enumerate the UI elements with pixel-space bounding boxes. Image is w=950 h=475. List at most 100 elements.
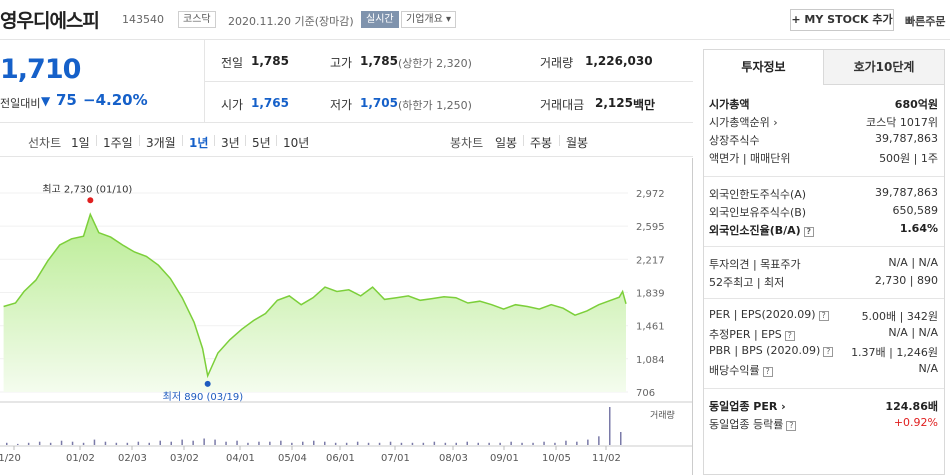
company-overview-dropdown[interactable]: 기업개요 ▾ <box>401 11 456 28</box>
volume-bar <box>609 407 611 445</box>
period-3m[interactable]: 3개월 <box>146 136 176 150</box>
volume-label: 거래량 <box>540 56 574 70</box>
info-value: N/A | N/A <box>888 326 938 339</box>
y-tick-label: 2,217 <box>636 255 665 266</box>
high-marker <box>87 197 94 204</box>
info-value: 1.64% <box>899 222 938 235</box>
info-row: 외국인한도주식수(A) 39,787,863 <box>709 186 938 202</box>
x-tick-label: 07/01 <box>381 453 410 464</box>
volume-bar <box>126 442 129 445</box>
info-value: +0.92% <box>893 416 938 429</box>
help-icon[interactable]: ? <box>803 227 814 237</box>
info-row: 액면가 | 매매단위 500원 | 1주 <box>709 150 938 166</box>
volume-bar <box>356 441 359 445</box>
tab-investment-info[interactable]: 투자정보 <box>704 50 824 85</box>
help-icon[interactable]: ? <box>784 331 795 341</box>
stock-header: 영우디에스피 143540 코스닥 2020.11.20 기준(장마감) 실시간… <box>0 0 950 40</box>
y-tick-label: 1,084 <box>636 355 665 366</box>
help-icon[interactable]: ? <box>786 421 797 431</box>
period-5y[interactable]: 5년 <box>252 136 271 150</box>
x-tick-label: 10/05 <box>542 453 571 464</box>
divider <box>182 135 183 146</box>
info-row: 상장주식수 39,787,863 <box>709 132 938 148</box>
current-price-panel: 1,710 전일대비 ▼ 75 −4.20% <box>0 40 205 122</box>
price-area <box>3 214 627 392</box>
x-tick-label: 09/01 <box>490 453 519 464</box>
info-label: 투자의견 | 목표주가 <box>709 258 801 271</box>
info-row: 시가총액 680억원 <box>709 96 938 112</box>
volume-bar <box>554 442 556 445</box>
add-mystock-button[interactable]: + MY STOCK 추가 <box>790 9 894 31</box>
period-1d[interactable]: 1일 <box>71 136 90 150</box>
volume-bar <box>378 442 381 445</box>
volume-bar <box>400 442 403 445</box>
volume-bar <box>137 441 140 445</box>
row-divider <box>704 388 944 389</box>
period-10y[interactable]: 10년 <box>283 136 310 150</box>
info-label: 외국인보유주식수(B) <box>709 206 807 219</box>
volume-bar <box>477 442 479 445</box>
volume-bar <box>170 441 172 445</box>
candle-weekly[interactable]: 주봉 <box>530 136 553 150</box>
change-value: 75 <box>56 91 77 109</box>
volume-bar <box>411 442 414 445</box>
candle-monthly[interactable]: 월봉 <box>566 136 589 150</box>
candle-chart-label: 봉차트 <box>450 136 484 150</box>
info-value: 2,730 | 890 <box>874 274 938 287</box>
realtime-button[interactable]: 실시간 <box>361 11 399 28</box>
info-label: 시가총액 <box>709 98 750 111</box>
info-row: 배당수익률? N/A <box>709 362 938 378</box>
volume-bar <box>543 441 545 445</box>
help-icon[interactable]: ? <box>762 367 773 377</box>
divider <box>523 135 524 146</box>
info-value: 500원 | 1주 <box>879 152 938 165</box>
volume-bar <box>389 441 392 445</box>
info-row: 동일업종 PER › 124.86배 <box>709 398 938 414</box>
info-value: N/A | N/A <box>888 256 938 269</box>
info-value: 680억원 <box>894 98 938 111</box>
info-label: 액면가 | 매매단위 <box>709 152 791 165</box>
info-label: 52주최고 | 최저 <box>709 276 785 289</box>
change-label: 전일대비 <box>0 97 41 110</box>
y-tick-label: 2,972 <box>636 189 665 200</box>
volume-bar <box>115 442 118 445</box>
info-label: PBR | BPS (2020.09)? <box>709 344 834 357</box>
open-label: 시가 <box>221 98 244 112</box>
info-row: 시가총액순위 › 코스닥 1017위 <box>709 114 938 130</box>
volume-bar <box>60 440 63 445</box>
period-1y[interactable]: 1년 <box>189 136 209 150</box>
volume-bar <box>38 441 41 445</box>
help-icon[interactable]: ? <box>823 347 834 357</box>
info-label: 상장주식수 <box>709 134 760 147</box>
low-annotation: 최저 890 (03/19) <box>163 391 244 403</box>
low-value: 1,705 <box>360 96 398 110</box>
info-label: 동일업종 PER › <box>709 400 786 413</box>
volume-bar <box>598 436 600 445</box>
volume-bar <box>367 442 370 445</box>
volume-bar <box>71 441 74 445</box>
help-icon[interactable]: ? <box>818 311 829 321</box>
upper-limit: (상한가 2,320) <box>398 57 472 70</box>
price-chart[interactable]: 최고 2,730 (01/10) 최저 890 (03/19) 2,972 2,59… <box>0 158 693 475</box>
volume-bar <box>302 441 304 445</box>
info-value: 39,787,863 <box>875 186 938 199</box>
candle-daily[interactable]: 일봉 <box>495 136 518 150</box>
row-divider <box>704 176 944 177</box>
volume-bar <box>82 442 85 445</box>
chart-period-bar: 선차트 1일 1주일 3개월 1년 3년 5년 10년 봉차트 일봉 주봉 월봉 <box>0 122 693 157</box>
volume-bar <box>269 441 271 445</box>
base-date: 2020.11.20 기준(장마감) <box>228 15 354 28</box>
divider <box>245 135 246 146</box>
info-value: 코스닥 1017위 <box>866 116 938 129</box>
volume-bar <box>93 439 96 445</box>
low-label: 저가 <box>330 98 353 112</box>
volume-bar <box>258 441 260 445</box>
tab-order-book[interactable]: 호가10단계 <box>824 50 944 85</box>
period-3y[interactable]: 3년 <box>221 136 240 150</box>
period-1w[interactable]: 1주일 <box>103 136 133 150</box>
info-value: N/A <box>918 362 938 375</box>
volume-bar <box>499 442 501 445</box>
quick-order-link[interactable]: 빠른주문 <box>905 15 946 28</box>
volume-bar <box>565 440 567 445</box>
info-label: 추정PER | EPS? <box>709 326 795 342</box>
